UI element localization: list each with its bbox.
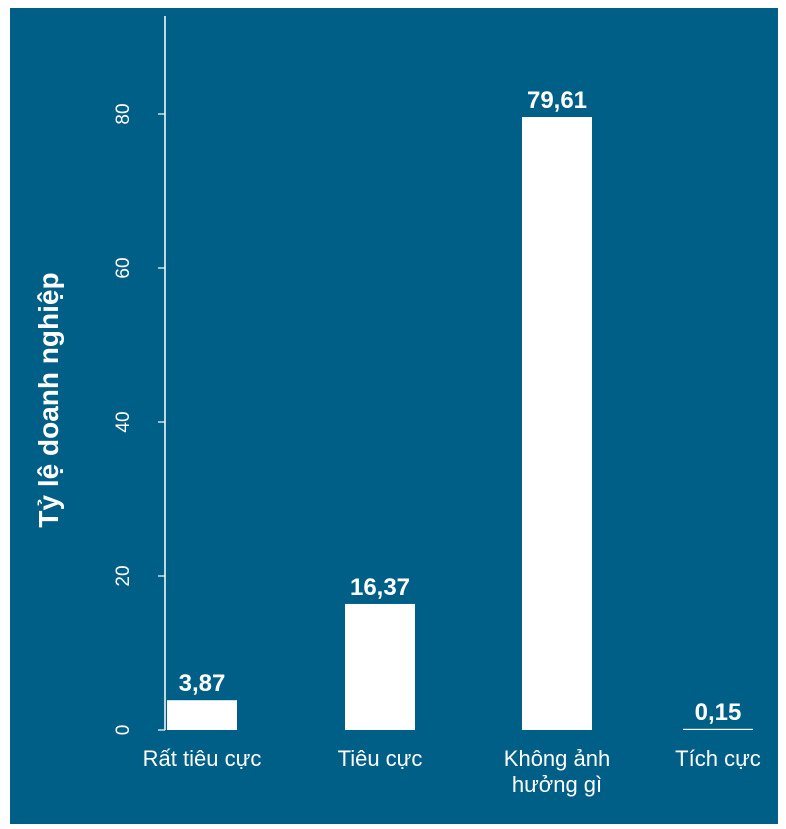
- y-tick-label: 0: [113, 725, 134, 736]
- value-label: 79,61: [527, 87, 587, 114]
- bar: [345, 603, 415, 730]
- bar: [167, 700, 237, 730]
- y-axis-label: Tỷ lệ doanh nghiệp: [33, 272, 64, 527]
- value-labels: 3,87 16,37 79,61 0,15: [179, 87, 742, 726]
- bar: [683, 728, 753, 730]
- bars: [167, 117, 753, 731]
- category-label: Tiêu cực: [338, 746, 423, 771]
- y-tick-label: 20: [113, 565, 134, 586]
- y-tick-label: 40: [113, 411, 134, 432]
- value-label: 3,87: [179, 670, 226, 697]
- bar: [522, 117, 592, 731]
- category-label: hưởng gì: [512, 772, 602, 797]
- value-label: 0,15: [695, 699, 742, 726]
- category-label: Không ảnh: [504, 746, 610, 771]
- y-tick-label: 60: [113, 257, 134, 278]
- value-label: 16,37: [350, 574, 410, 601]
- category-label: Rất tiêu cực: [143, 746, 262, 771]
- category-label: Tích cực: [675, 746, 761, 771]
- y-tick-label: 80: [113, 103, 134, 124]
- y-axis: 0 20 40 60 80: [113, 16, 166, 736]
